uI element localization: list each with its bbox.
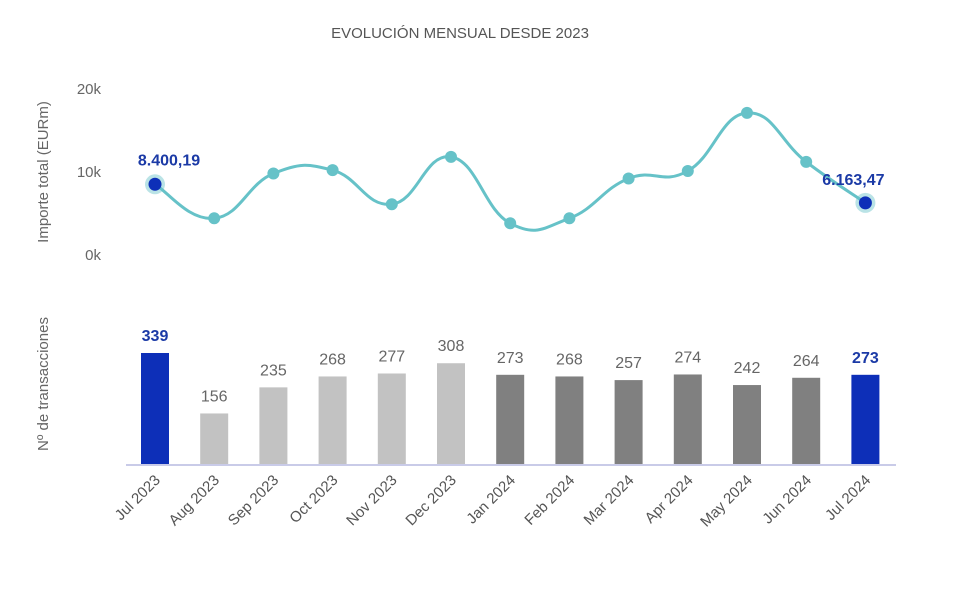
bar-value-label: 308 [438,338,465,355]
x-tick-label: Jul 2024 [822,472,874,524]
bar-y-axis-title: Nº de transacciones [35,317,52,451]
line-point [622,172,635,185]
line-point [445,150,457,163]
x-axis-ticks: Jul 2023 Aug 2023 Sep 2023 Oct 2023 Nov 2023… [112,472,875,531]
bar-value-label: 273 [852,350,879,367]
x-tick-label: Oct 2023 [286,472,341,527]
bar [141,353,169,465]
x-tick-label: Nov 2023 [343,472,400,529]
bar-value-label: 264 [793,353,820,370]
line-point-highlight [148,177,162,191]
bar-value-label: 339 [142,328,169,345]
bar-value-label: 156 [201,388,228,405]
bar [496,374,525,465]
bar-value-label: 268 [556,351,583,368]
bar-value-label: 274 [674,349,701,366]
line-y-tick-label: 10k [77,164,102,181]
line-point [385,198,398,211]
line-point [741,106,753,119]
line-point [800,155,813,168]
x-tick-label: Sep 2023 [225,472,282,529]
bar [259,387,288,465]
line-series [154,111,867,232]
bar [437,363,465,465]
line-point [681,165,694,177]
line-y-ticks: 0k 10k 20k [77,81,102,264]
x-tick-label: Dec 2023 [402,472,459,529]
line-point [326,164,339,177]
x-tick-label: Jan 2024 [463,472,519,528]
chart-title: EVOLUCIÓN MENSUAL DESDE 2023 [331,25,589,42]
bar [377,373,406,465]
x-tick-label: May 2024 [697,472,756,531]
line-point [267,167,280,180]
bar [555,376,584,465]
bar-value-label: 273 [497,350,524,367]
bar [792,377,821,465]
bar [200,413,229,465]
line-point [208,212,221,225]
line-start-value-label: 8.400,19 [138,152,200,169]
bar-value-label: 277 [378,348,405,365]
x-tick-label: Mar 2024 [581,472,638,529]
bar [318,376,347,465]
bar [614,380,643,465]
line-point [504,217,517,230]
bar [673,374,702,465]
x-tick-label: Feb 2024 [521,472,578,529]
bar-value-label: 268 [319,351,346,368]
bar-value-label: 257 [615,355,642,372]
bar-value-label: 235 [260,362,287,379]
line-points [145,106,876,230]
line-point-highlight [858,196,872,210]
line-y-axis-title: Importe total (EURm) [35,101,52,243]
x-tick-label: Jun 2024 [759,472,815,528]
line-point [563,212,576,225]
line-y-tick-label: 20k [77,81,102,98]
bar-series: 339 156 235 268 277 308 273 268 257 274 242 264 273 [141,328,880,465]
x-tick-label: Apr 2024 [642,472,697,527]
bar [851,374,880,465]
bar-value-label: 242 [734,360,761,377]
x-tick-label: Jul 2023 [112,472,164,524]
bar [733,385,761,465]
line-end-value-label: 6.163,47 [822,172,884,189]
x-tick-label: Aug 2023 [166,472,223,529]
line-y-tick-label: 0k [85,247,101,264]
